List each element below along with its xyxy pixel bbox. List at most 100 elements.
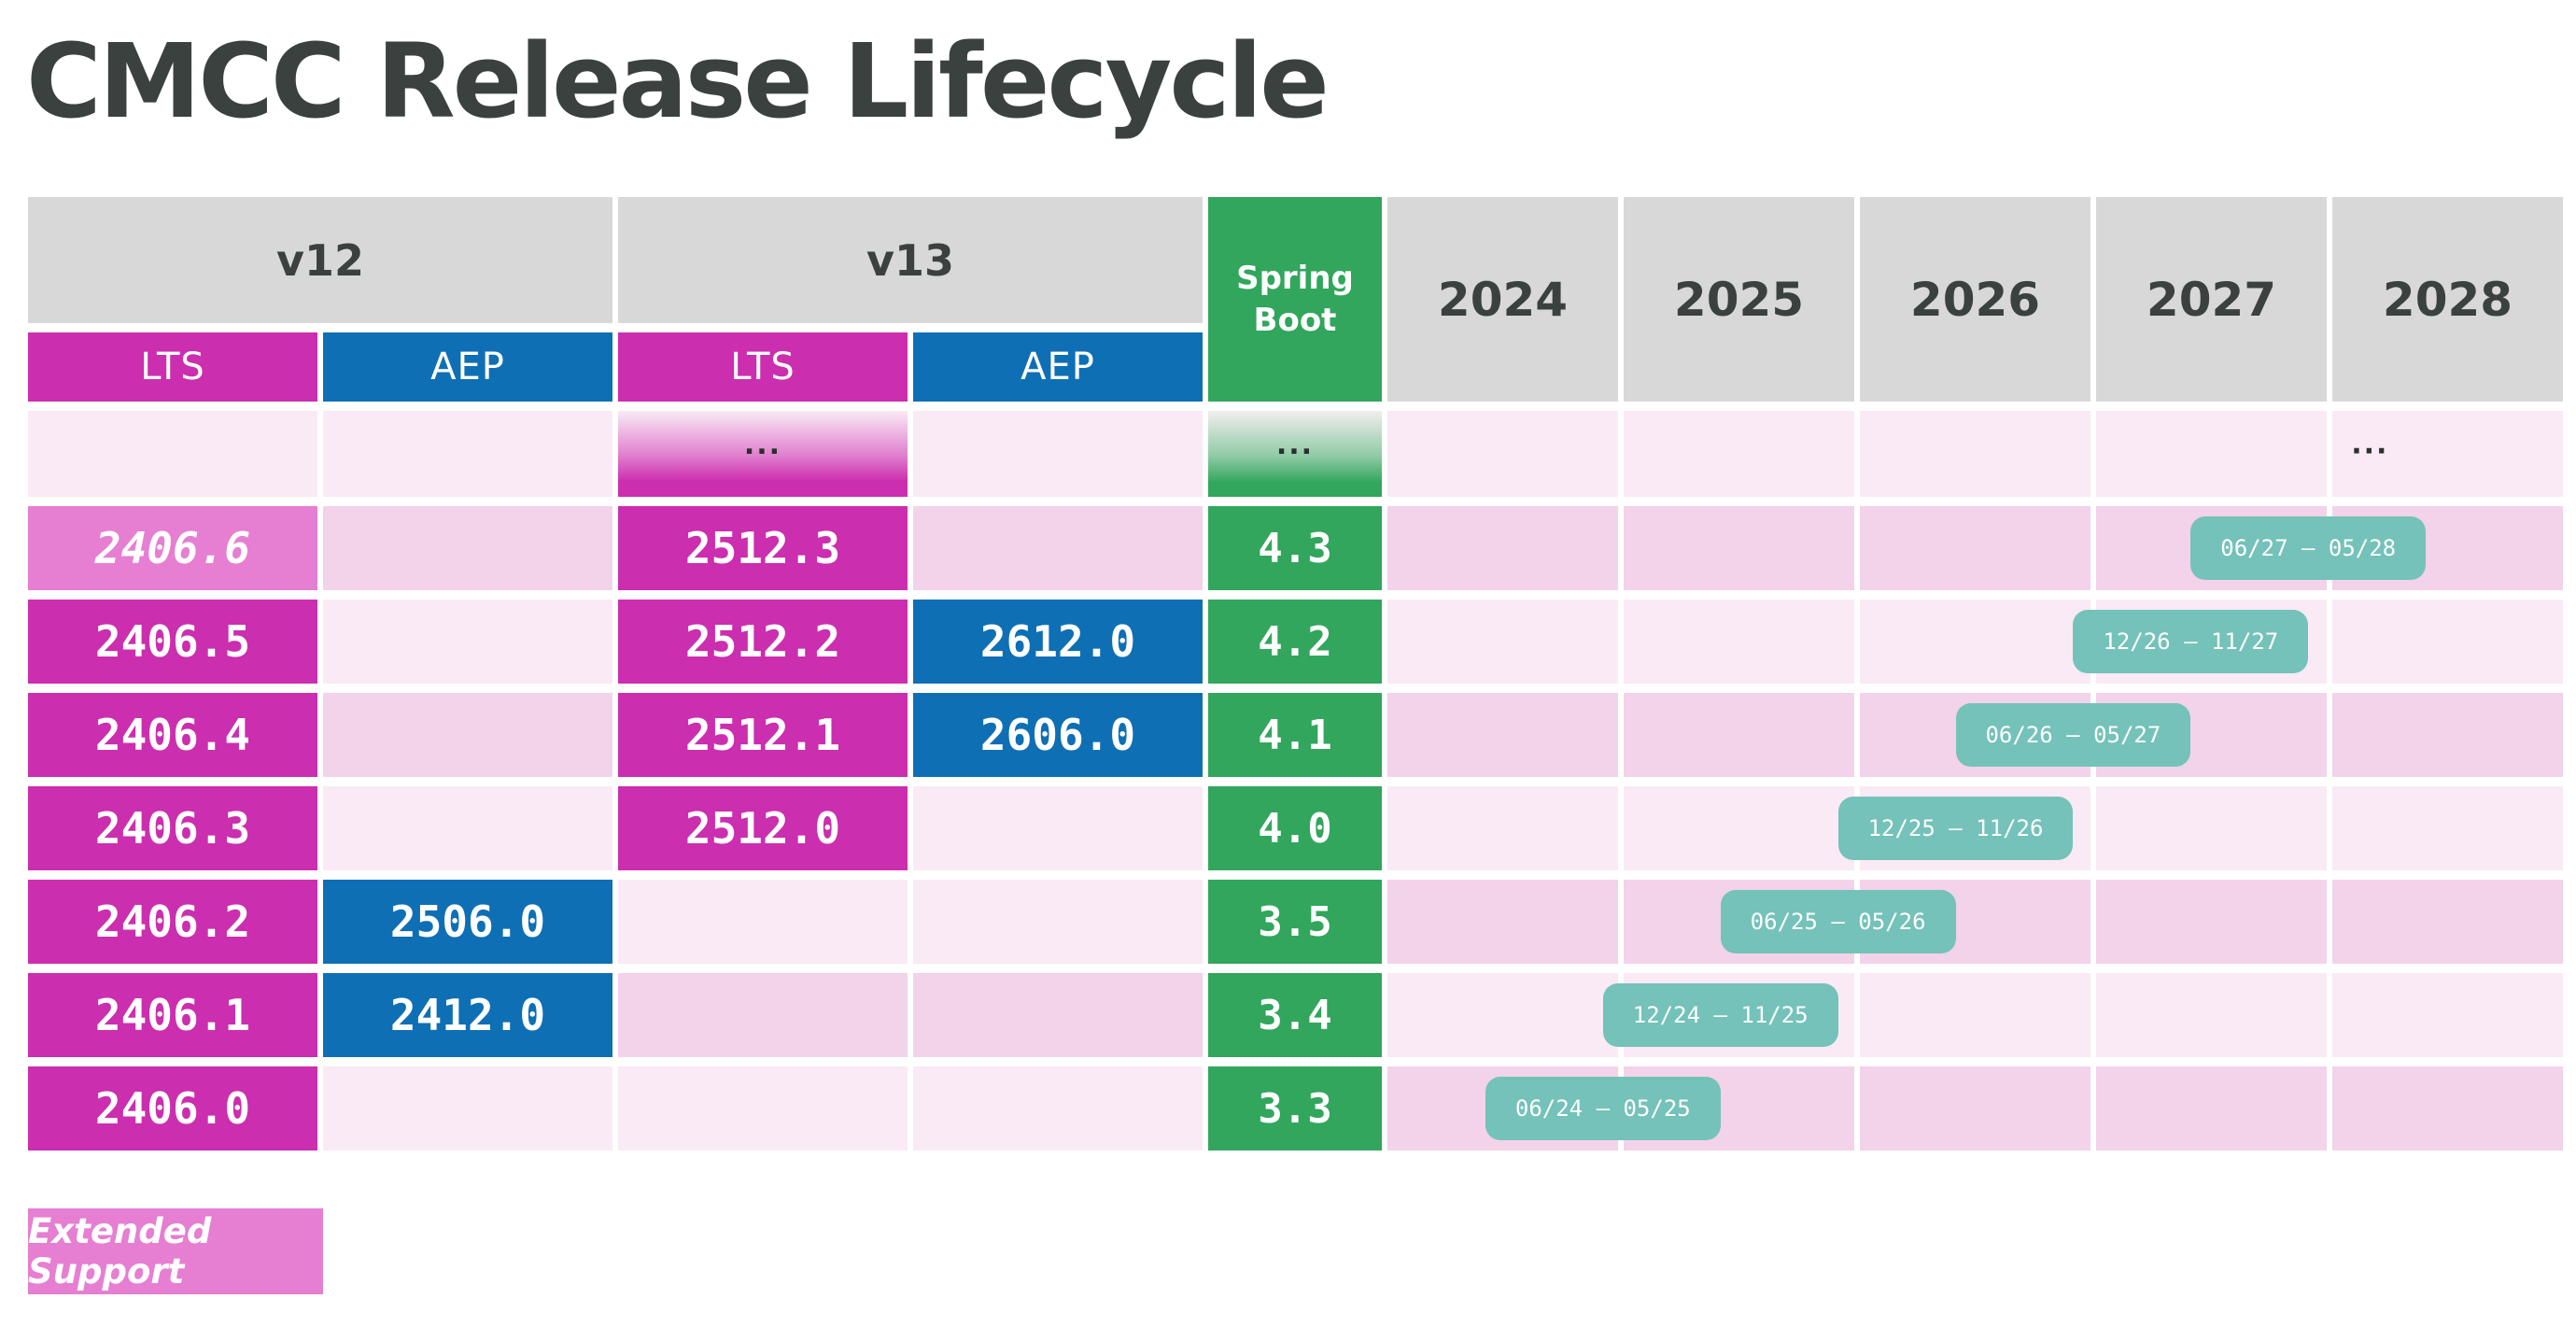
legend-extended-support-label: Extended Support: [28, 1211, 212, 1292]
cell-v13-aep-2406.5: 2612.0: [913, 600, 1203, 684]
cell-spring-boot-2406.0: 3.3: [1208, 1066, 1382, 1151]
release-version-label: 2612.0: [979, 616, 1136, 667]
cell-spring-boot-2406.3: 4.0: [1208, 786, 1382, 870]
timeline-cell-2026-2406.6: [1860, 506, 2090, 590]
timeline-cell-2027-overflow: [2096, 411, 2327, 497]
cell-v12-lts-2406.2: 2406.2: [28, 880, 317, 964]
release-version-label: 2412.0: [389, 990, 546, 1040]
header-year-2024: 2024: [1387, 197, 1618, 402]
cell-v13-lts-2406.5: 2512.2: [618, 600, 908, 684]
release-version-label: 2406.4: [94, 710, 251, 760]
release-version-label: 2406.0: [94, 1083, 251, 1134]
cell-v12-aep-2406.2: 2506.0: [323, 880, 612, 964]
header-year-2026: 2026: [1860, 197, 2090, 402]
release-version-label: 2406.3: [94, 803, 251, 854]
header-group-v12: v12: [28, 197, 612, 323]
release-version-label: 4.2: [1258, 617, 1332, 666]
timeline-cell-2024-2406.1: [1387, 973, 1618, 1057]
support-window-pill: 06/26 – 05/27: [1955, 703, 2191, 767]
support-window-pill: 06/27 – 05/28: [2190, 516, 2427, 580]
cell-v12-aep-overflow: [323, 411, 612, 497]
support-window-pill: 12/25 – 11/26: [1837, 797, 2074, 860]
cell-spring-boot-overflow: ...: [1208, 411, 1382, 497]
timeline-cell-2025-2406.4: [1624, 693, 1854, 777]
release-version-label: 4.3: [1258, 524, 1332, 572]
timeline-row-2406.6: 06/27 – 05/28: [1387, 506, 2563, 590]
timeline-overflow-dots: ...: [2351, 428, 2389, 461]
cell-spring-boot-2406.1: 3.4: [1208, 973, 1382, 1057]
cell-spring-boot-2406.6: 4.3: [1208, 506, 1382, 590]
timeline-cell-2026-2406.0: [1860, 1066, 2090, 1151]
cell-v12-lts-overflow: [28, 411, 317, 497]
timeline-cell-2027-2406.1: [2096, 973, 2327, 1057]
timeline-cell-2024-2406.2: [1387, 880, 1618, 964]
cell-v13-lts-2406.4: 2512.1: [618, 693, 908, 777]
timeline-cell-2028-2406.2: [2332, 880, 2563, 964]
cell-v13-aep-2406.2: [913, 880, 1203, 964]
cell-v13-aep-2406.6: [913, 506, 1203, 590]
release-version-label: 4.0: [1258, 804, 1332, 853]
page-title: CMCC Release Lifecycle: [26, 21, 1330, 141]
timeline-row-2406.4: 06/26 – 05/27: [1387, 693, 2563, 777]
release-version-label: 3.4: [1258, 991, 1332, 1039]
legend-extended-support-chip: Extended Support: [28, 1208, 323, 1294]
cell-spring-boot-2406.5: 4.2: [1208, 600, 1382, 684]
cell-v13-lts-2406.0: [618, 1066, 908, 1151]
timeline-cell-2024-2406.4: [1387, 693, 1618, 777]
release-version-label: 2512.3: [684, 523, 841, 573]
cell-v13-lts-2406.2: [618, 880, 908, 964]
timeline-cell-2024-overflow: [1387, 411, 1618, 497]
support-window-pill: 06/25 – 05/26: [1720, 890, 1956, 953]
cell-spring-boot-2406.4: 4.1: [1208, 693, 1382, 777]
cell-v12-lts-2406.5: 2406.5: [28, 600, 317, 684]
timeline-cell-2024-2406.6: [1387, 506, 1618, 590]
release-version-label: 2406.5: [94, 616, 251, 667]
header-year-2027: 2027: [2096, 197, 2327, 402]
timeline-cell-2026-2406.5: [1860, 600, 2090, 684]
cell-v13-aep-2406.1: [913, 973, 1203, 1057]
timeline-row-2406.1: 12/24 – 11/25: [1387, 973, 2563, 1057]
cell-v13-aep-2406.0: [913, 1066, 1203, 1151]
timeline-cell-2024-2406.5: [1387, 600, 1618, 684]
subheader-v13-aep: AEP: [913, 332, 1203, 402]
timeline-row-2406.3: 12/25 – 11/26: [1387, 786, 2563, 870]
cell-v12-aep-2406.5: [323, 600, 612, 684]
timeline-cell-2025-2406.6: [1624, 506, 1854, 590]
release-lifecycle-table: v12 v13 Spring Boot 2024 2025 2026 2027 …: [28, 197, 2563, 1151]
cell-v13-lts-2406.1: [618, 973, 908, 1057]
support-window-pill: 12/26 – 11/27: [2073, 610, 2309, 673]
timeline-overflow-dots-wrap: ...: [2351, 429, 2388, 461]
timeline-cell-2028-2406.4: [2332, 693, 2563, 777]
cell-v12-aep-2406.0: [323, 1066, 612, 1151]
release-version-label: 2406.2: [94, 896, 251, 947]
cell-v12-lts-2406.4: 2406.4: [28, 693, 317, 777]
timeline-cell-2028-2406.1: [2332, 973, 2563, 1057]
header-year-2028: 2028: [2332, 197, 2563, 402]
release-version-label: 3.5: [1258, 897, 1332, 946]
overflow-dots: ...: [743, 428, 782, 461]
timeline-cell-2027-2406.0: [2096, 1066, 2327, 1151]
subheader-v12-aep: AEP: [323, 332, 612, 402]
timeline-cell-2025-2406.3: [1624, 786, 1854, 870]
cell-v13-aep-overflow: [913, 411, 1203, 497]
release-version-label: 3.3: [1258, 1084, 1332, 1133]
cell-v12-lts-2406.1: 2406.1: [28, 973, 317, 1057]
cell-v13-lts-2406.6: 2512.3: [618, 506, 908, 590]
timeline-row-2406.5: 12/26 – 11/27: [1387, 600, 2563, 684]
subheader-v13-lts: LTS: [618, 332, 908, 402]
cell-v13-aep-2406.3: [913, 786, 1203, 870]
release-version-label: 2512.2: [684, 616, 841, 667]
timeline-cell-2026-2406.1: [1860, 973, 2090, 1057]
release-version-label: 2406.6: [94, 523, 251, 573]
header-group-v13: v13: [618, 197, 1203, 323]
timeline-cell-2028-overflow: [2332, 411, 2563, 497]
release-version-label: 2606.0: [979, 710, 1136, 760]
release-version-label: 2406.1: [94, 990, 251, 1040]
timeline-row-2406.2: 06/25 – 05/26: [1387, 880, 2563, 964]
cell-v13-aep-2406.4: 2606.0: [913, 693, 1203, 777]
timeline-cell-2028-2406.5: [2332, 600, 2563, 684]
cell-v13-lts-overflow: ...: [618, 411, 908, 497]
cell-v13-lts-2406.3: 2512.0: [618, 786, 908, 870]
cell-v12-aep-2406.1: 2412.0: [323, 973, 612, 1057]
timeline-cell-2028-2406.0: [2332, 1066, 2563, 1151]
